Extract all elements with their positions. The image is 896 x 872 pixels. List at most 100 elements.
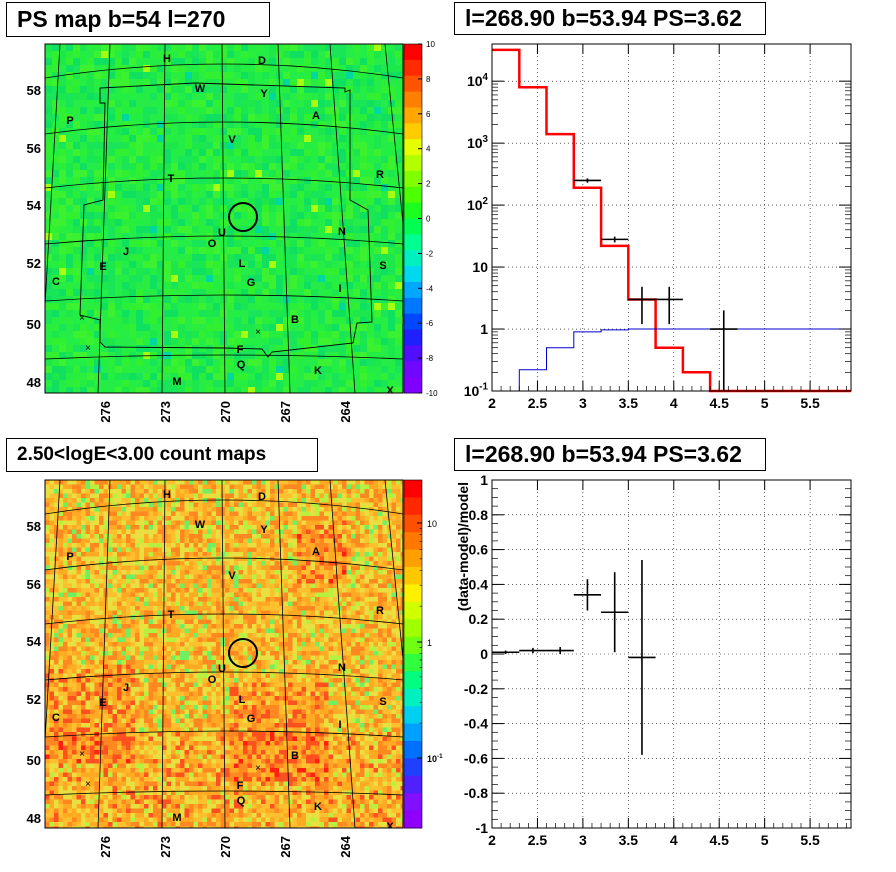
map-cell <box>148 534 154 539</box>
map-cell <box>332 359 340 367</box>
map-cell <box>59 387 67 393</box>
map-cell <box>135 561 140 566</box>
map-cell <box>395 233 403 241</box>
map-cell <box>213 114 221 122</box>
map-cell <box>225 484 230 490</box>
map-cell <box>360 93 368 101</box>
map-cell <box>297 156 305 164</box>
map-cell <box>184 489 190 494</box>
map-cell <box>234 44 242 52</box>
map-cell <box>353 191 361 199</box>
map-cell <box>184 579 190 584</box>
map-cell <box>388 177 396 185</box>
map-cell <box>248 135 256 143</box>
map-cell <box>90 480 95 485</box>
map-cell <box>58 601 64 607</box>
map-cell <box>262 65 270 73</box>
map-cell <box>311 86 319 94</box>
map-cell <box>206 359 214 367</box>
map-cell <box>252 502 257 508</box>
map-cell <box>304 205 312 213</box>
map-cell <box>339 268 347 276</box>
map-cell <box>243 502 248 508</box>
map-cell <box>162 498 167 503</box>
map-cell <box>301 561 307 566</box>
map-cell <box>216 597 221 602</box>
map-cell <box>229 552 235 557</box>
map-cell <box>337 583 343 589</box>
map-cell <box>185 380 193 388</box>
map-cell <box>121 525 127 530</box>
map-cell <box>297 359 305 367</box>
map-cell <box>136 366 144 374</box>
map-cell <box>374 254 382 262</box>
map-cell <box>304 212 312 220</box>
map-cell <box>211 507 217 512</box>
map-cell <box>283 534 289 539</box>
map-cell <box>184 588 190 593</box>
map-cell <box>198 484 203 490</box>
map-cell <box>45 498 50 503</box>
map-cell <box>332 366 340 374</box>
map-cell <box>94 610 100 616</box>
map-cell <box>143 254 151 262</box>
map-cell <box>76 556 82 562</box>
map-cell <box>311 163 319 171</box>
map-cell <box>108 359 116 367</box>
map-cell <box>136 275 144 283</box>
map-cell <box>310 574 316 580</box>
map-cell <box>76 480 82 485</box>
map-cell <box>283 163 291 171</box>
map-cell <box>122 331 130 339</box>
map-cell <box>216 606 221 611</box>
map-cell <box>311 240 319 248</box>
map-cell <box>324 547 329 553</box>
map-cell <box>103 552 109 557</box>
map-cell <box>207 565 212 571</box>
map-cell <box>333 525 338 530</box>
map-cell <box>315 606 320 611</box>
map-cell <box>175 601 181 607</box>
map-cell <box>54 565 59 571</box>
map-cell <box>325 51 333 59</box>
map-cell <box>227 93 235 101</box>
map-cell <box>339 352 347 360</box>
map-cell <box>54 502 59 508</box>
map-cell <box>229 489 235 494</box>
source-label-R: R <box>376 169 384 181</box>
map-cell <box>171 219 179 227</box>
map-cell <box>374 114 382 122</box>
map-cell <box>126 552 131 557</box>
map-cell <box>220 184 228 192</box>
map-cell <box>241 93 249 101</box>
map-cell <box>87 233 95 241</box>
map-cell <box>216 511 221 517</box>
map-cell <box>318 373 326 381</box>
map-cell <box>59 86 67 94</box>
map-cell <box>108 565 113 571</box>
map-cell <box>248 387 256 393</box>
map-cell <box>175 552 181 557</box>
map-cell <box>45 552 50 557</box>
map-cell <box>395 170 403 178</box>
map-cell <box>297 324 305 332</box>
map-cell <box>400 601 403 607</box>
map-cell <box>206 86 214 94</box>
map-cell <box>139 570 145 575</box>
map-cell <box>85 520 91 526</box>
map-cell <box>54 574 59 580</box>
map-cell <box>261 601 266 607</box>
map-cell <box>373 601 379 607</box>
map-cell <box>395 317 403 325</box>
map-cell <box>355 484 361 490</box>
map-cell <box>353 373 361 381</box>
map-cell <box>297 79 305 87</box>
map-cell <box>292 561 298 566</box>
map-cell <box>66 170 74 178</box>
map-cell <box>369 601 374 607</box>
map-cell <box>378 601 383 607</box>
map-cell <box>311 219 319 227</box>
map-cell <box>198 552 203 557</box>
map-cell <box>227 240 235 248</box>
map-cell <box>353 268 361 276</box>
